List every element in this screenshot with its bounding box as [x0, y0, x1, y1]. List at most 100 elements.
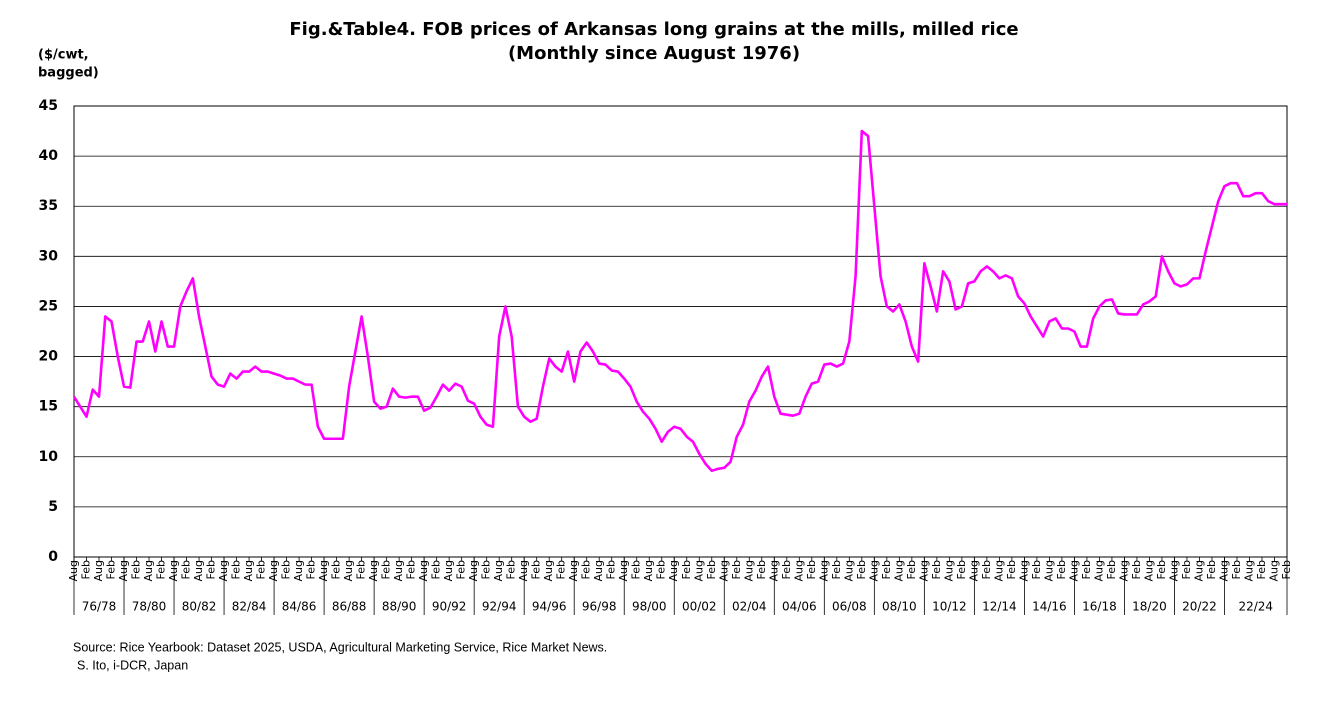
x-tick-label: Feb — [1130, 560, 1143, 579]
x-tick-label: Feb — [230, 560, 243, 579]
period-label: 88/90 — [382, 600, 417, 614]
x-tick-label: Aug — [967, 560, 980, 581]
x-tick-label: Feb — [830, 560, 843, 579]
x-tick-label: Aug — [992, 560, 1005, 581]
period-label: 82/84 — [232, 600, 267, 614]
x-tick-label: Aug — [742, 560, 755, 581]
x-tick-label: Feb — [155, 560, 168, 579]
x-tick-label: Aug — [342, 560, 355, 581]
period-label: 84/86 — [282, 600, 317, 614]
y-tick-label: 40 — [39, 148, 59, 164]
x-tick-label: Feb — [280, 560, 293, 579]
x-tick-label: Aug — [642, 560, 655, 581]
period-label: 12/14 — [982, 600, 1017, 614]
x-tick-label: Aug — [417, 560, 430, 581]
x-tick-label: Aug — [492, 560, 505, 581]
period-label: 00/02 — [682, 600, 717, 614]
x-tick-label: Feb — [305, 560, 318, 579]
x-tick-label: Feb — [530, 560, 543, 579]
period-label: 18/20 — [1132, 600, 1167, 614]
x-tick-label: Feb — [605, 560, 618, 579]
x-tick-label: Aug — [1017, 560, 1030, 581]
x-tick-label: Feb — [1080, 560, 1093, 579]
x-tick-label: Feb — [630, 560, 643, 579]
x-tick-label: Aug — [867, 560, 880, 581]
x-tick-label: Feb — [805, 560, 818, 579]
x-tick-label: Aug — [567, 560, 580, 581]
x-tick-label: Feb — [930, 560, 943, 579]
y-tick-label: 25 — [39, 298, 58, 314]
x-tick-label: Aug — [1042, 560, 1055, 581]
plot-frame — [73, 105, 1288, 558]
x-tick-label: Aug — [242, 560, 255, 581]
x-tick-label: Aug — [142, 560, 155, 581]
x-tick-label: Feb — [1205, 560, 1218, 579]
x-tick-label: Aug — [117, 560, 130, 581]
x-tick-label: Aug — [892, 560, 905, 581]
x-tick-label: Aug — [442, 560, 455, 581]
y-tick-label: 0 — [48, 549, 58, 565]
x-tick-label: Aug — [192, 560, 205, 581]
x-tick-label: Feb — [355, 560, 368, 579]
x-tick-label: Feb — [1030, 560, 1043, 579]
period-label: 92/94 — [482, 600, 517, 614]
x-tick-label: Feb — [480, 560, 493, 579]
x-tick-label: Aug — [1167, 560, 1180, 581]
x-tick-label: Feb — [705, 560, 718, 579]
x-tick-label: Feb — [380, 560, 393, 579]
x-tick-label: Feb — [855, 560, 868, 579]
x-tick-label: Feb — [755, 560, 768, 579]
chart-title: Fig.&Table4. FOB prices of Arkansas long… — [289, 19, 1018, 40]
credit-note: S. Ito, i-DCR, Japan — [77, 658, 188, 672]
y-tick-label: 45 — [39, 98, 58, 114]
x-tick-label: Aug — [267, 560, 280, 581]
x-tick-label: Aug — [817, 560, 830, 581]
period-label: 08/10 — [882, 600, 917, 614]
x-tick-label: Feb — [1255, 560, 1268, 579]
x-tick-label: Aug — [292, 560, 305, 581]
x-tick-label: Feb — [430, 560, 443, 579]
x-tick-label: Aug — [717, 560, 730, 581]
x-tick-label: Aug — [217, 560, 230, 581]
period-label: 96/98 — [582, 600, 617, 614]
period-label: 98/00 — [632, 600, 667, 614]
x-tick-label: Feb — [680, 560, 693, 579]
x-tick-label: Aug — [92, 560, 105, 581]
x-tick-label: Feb — [955, 560, 968, 579]
x-tick-label: Aug — [917, 560, 930, 581]
x-tick-label: Feb — [330, 560, 343, 579]
period-label: 78/80 — [132, 600, 167, 614]
x-tick-label: Feb — [905, 560, 918, 579]
period-label: 94/96 — [532, 600, 567, 614]
x-tick-label: Feb — [555, 560, 568, 579]
period-label: 86/88 — [332, 600, 367, 614]
x-tick-label: Feb — [1105, 560, 1118, 579]
x-tick-label: Aug — [542, 560, 555, 581]
x-tick-label: Feb — [1155, 560, 1168, 579]
x-tick-label: Feb — [405, 560, 418, 579]
x-tick-label: Feb — [580, 560, 593, 579]
period-label: 76/78 — [82, 600, 117, 614]
x-tick-label: Aug — [767, 560, 780, 581]
x-tick-label: Aug — [1067, 560, 1080, 581]
x-tick-label: Feb — [655, 560, 668, 579]
y-tick-label: 15 — [39, 399, 58, 415]
x-tick-label: Feb — [105, 560, 118, 579]
y-axis-label: ($/cwt, — [38, 48, 89, 63]
x-tick-label: Aug — [842, 560, 855, 581]
source-note: Source: Rice Yearbook: Dataset 2025, USD… — [73, 640, 607, 654]
x-tick-label: Aug — [667, 560, 680, 581]
x-tick-label: Feb — [80, 560, 93, 579]
x-tick-label: Feb — [1230, 560, 1243, 579]
x-tick-label: Aug — [1192, 560, 1205, 581]
period-label: 22/24 — [1238, 600, 1273, 614]
x-tick-label: Feb — [880, 560, 893, 579]
x-tick-label: Aug — [617, 560, 630, 581]
y-axis-label: bagged) — [38, 66, 99, 81]
x-tick-label: Feb — [730, 560, 743, 579]
price-line — [72, 129, 1287, 473]
x-tick-label: Aug — [1117, 560, 1130, 581]
period-label: 90/92 — [432, 600, 467, 614]
x-tick-label: Feb — [1055, 560, 1068, 579]
period-label: 06/08 — [832, 600, 867, 614]
